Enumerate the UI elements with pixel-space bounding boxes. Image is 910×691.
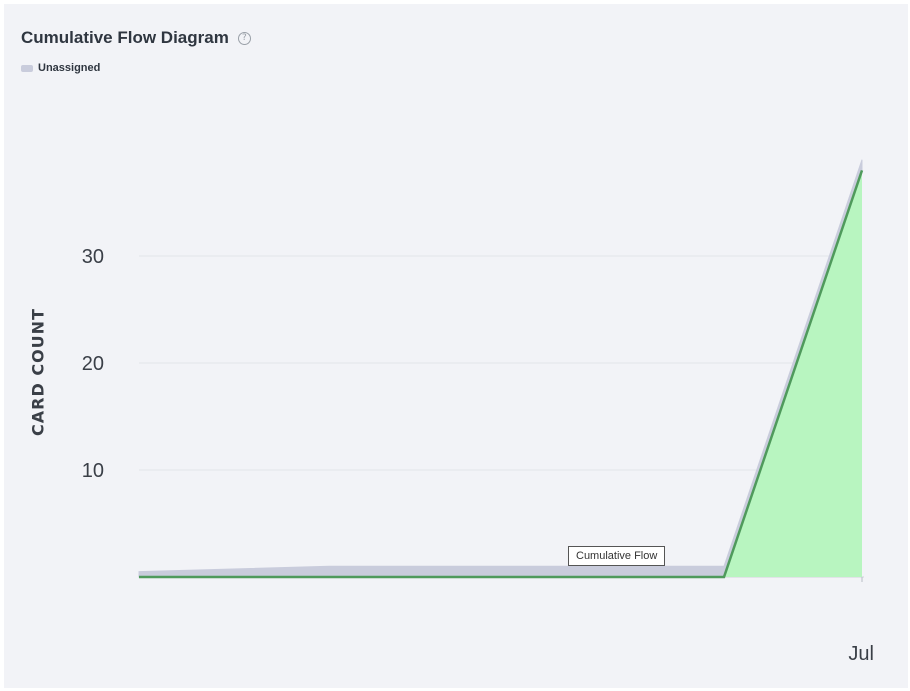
tick-layer: 10 20 30 Jul xyxy=(82,246,874,665)
chart-panel: Cumulative Flow Diagram ? Unassigned CAR… xyxy=(4,4,908,688)
y-tick-label: 10 xyxy=(82,460,104,482)
chart-header: Cumulative Flow Diagram ? xyxy=(21,28,251,48)
cfd-chart: 10 20 30 Jul xyxy=(82,159,874,665)
y-tick-label: 20 xyxy=(82,353,104,375)
y-tick-label: 30 xyxy=(82,246,104,268)
chart-title: Cumulative Flow Diagram xyxy=(21,28,229,47)
chart-tooltip: Cumulative Flow xyxy=(568,546,666,566)
x-tick-label: Jul xyxy=(848,643,874,665)
area-layer xyxy=(138,159,864,579)
help-icon[interactable]: ? xyxy=(237,31,251,45)
chart-legend: Unassigned xyxy=(21,62,100,74)
series-area-done xyxy=(139,170,862,577)
legend-swatch-unassigned xyxy=(21,64,33,72)
legend-label-unassigned: Unassigned xyxy=(38,62,101,74)
series-line-done xyxy=(139,169,864,579)
